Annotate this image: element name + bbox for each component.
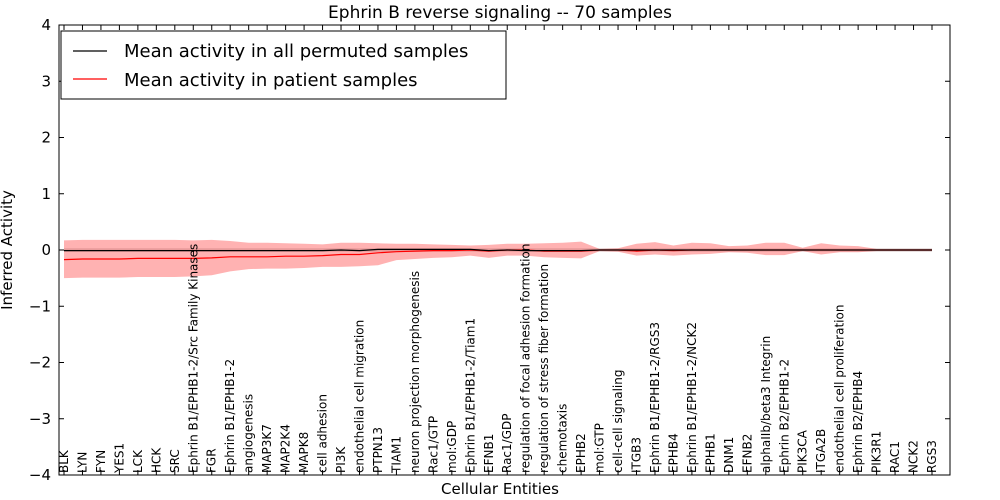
x-tick-label: ITGA2B <box>814 429 828 473</box>
x-tick-label: MAP3K7 <box>260 424 274 473</box>
x-tick-label: Ephrin B2/EPHB4 <box>851 371 865 473</box>
x-tick-label: cell adhesion <box>316 394 330 473</box>
x-tick-label: LYN <box>76 452 90 473</box>
x-tick-label: MAP2K4 <box>279 424 293 473</box>
x-tick-label: LCK <box>131 449 145 473</box>
legend-label-patient: Mean activity in patient samples <box>124 70 418 91</box>
x-tick-label: EPHB2 <box>574 433 588 473</box>
legend: Mean activity in all permuted samples Me… <box>60 30 507 100</box>
x-tick-label: mol:GTP <box>593 423 607 473</box>
x-tick-label: neuron projection morphogenesis <box>408 271 422 473</box>
x-tick-label: PIK3CA <box>796 429 810 473</box>
y-tick-label: 0 <box>41 241 51 259</box>
x-tick-label: PI3K <box>334 446 348 473</box>
x-tick-label: EPHB4 <box>666 433 680 473</box>
y-tick-label: 3 <box>41 72 51 90</box>
x-tick-label: FGR <box>205 448 219 473</box>
x-tick-label: chemotaxis <box>556 404 570 473</box>
x-tick-label: endothelial cell migration <box>353 320 367 473</box>
x-tick-label: Ephrin B1/EPHB1-2/RGS3 <box>648 322 662 473</box>
y-tick-label: −3 <box>29 410 51 428</box>
y-axis-label: Inferred Activity <box>0 190 16 310</box>
x-tick-label: endothelial cell proliferation <box>833 305 847 473</box>
y-tick-label: −4 <box>29 466 51 484</box>
x-tick-label: angiogenesis <box>242 394 256 473</box>
y-tick-label: −1 <box>29 297 51 315</box>
x-tick-label: PIK3R1 <box>870 431 884 473</box>
legend-label-permuted: Mean activity in all permuted samples <box>124 41 468 62</box>
y-tick-label: −2 <box>29 354 51 372</box>
x-tick-label: FYN <box>94 450 108 473</box>
x-tick-label: cell-cell signaling <box>611 370 625 474</box>
lines-layer <box>63 248 932 261</box>
x-tick-label: SRC <box>168 449 182 473</box>
x-tick-label: Ephrin B1/EPHB1-2 <box>223 359 237 473</box>
x-tick-label: BLK <box>57 449 71 473</box>
y-axis: −4 −3 −2 −1 0 1 2 3 4 <box>29 16 950 484</box>
x-tick-label: Ephrin B2/EPHB1-2 <box>777 359 791 473</box>
x-tick-label: regulation of stress fiber formation <box>537 264 551 473</box>
line-permuted <box>64 248 932 252</box>
x-axis-label: Cellular Entities <box>441 480 559 498</box>
y-tick-label: 1 <box>41 185 51 203</box>
legend-box <box>60 30 507 100</box>
x-tick-label: TIAM1 <box>389 436 403 474</box>
x-tick-label: MAPK8 <box>297 432 311 473</box>
y-tick-label: 4 <box>41 16 51 34</box>
x-tick-label: YES1 <box>112 443 126 474</box>
x-tick-label: mol:GDP <box>445 421 459 473</box>
chart-title: Ephrin B reverse signaling -- 70 samples <box>328 3 672 23</box>
x-tick-label: PTPN13 <box>371 427 385 473</box>
y-tick-label: 2 <box>41 129 51 147</box>
x-tick-label: NCK2 <box>907 440 921 473</box>
x-tick-label: EFNB2 <box>740 434 754 473</box>
x-tick-label: Ephrin B1/EPHB1-2/Tiam1 <box>463 318 477 473</box>
x-tick-label: RAC1 <box>888 441 902 473</box>
x-tick-label: Ephrin B1/EPHB1-2/NCK2 <box>685 322 699 473</box>
x-tick-label: DNM1 <box>722 437 736 473</box>
x-tick-label: Ephrin B1/EPHB1-2/Src Family Kinases <box>186 244 200 473</box>
x-tick-label: EPHB1 <box>703 433 717 473</box>
x-axis: BLK LYN FYN YES1 LCK HCK SRC Ephrin B1/EPHB1-2/… <box>57 25 939 475</box>
x-tick-label: ITGB3 <box>630 437 644 473</box>
x-tick-label: alphaIIb/beta3 Integrin <box>759 336 773 473</box>
x-tick-label: RGS3 <box>925 440 939 473</box>
x-tick-label: regulation of focal adhesion formation <box>519 244 533 473</box>
x-tick-label: EFNB1 <box>482 434 496 473</box>
x-tick-label: HCK <box>149 447 163 473</box>
x-tick-label: Rac1/GTP <box>426 416 440 473</box>
x-tick-label: Rac1/GDP <box>500 414 514 473</box>
